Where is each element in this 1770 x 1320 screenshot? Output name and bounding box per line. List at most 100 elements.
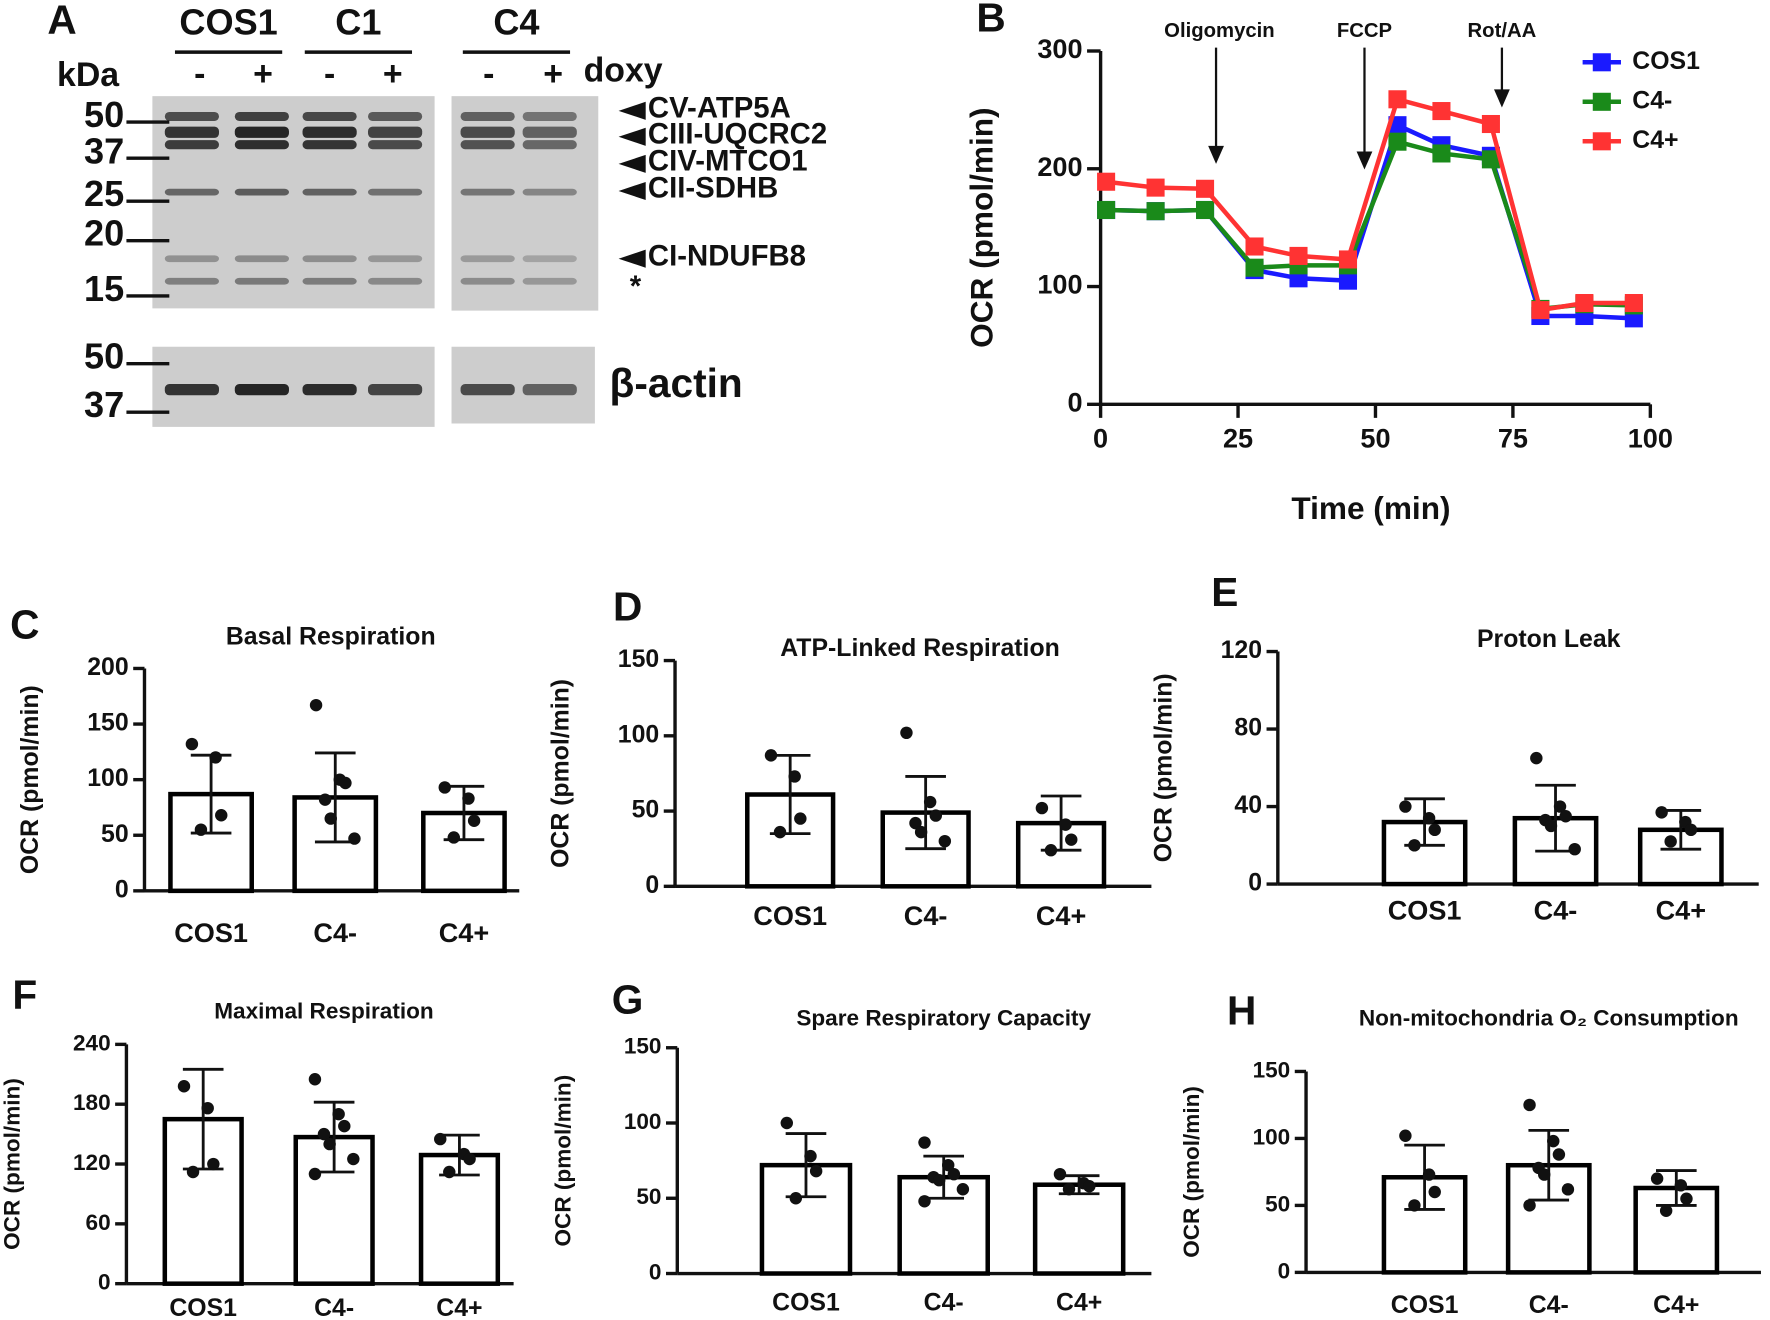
- band: [164, 111, 219, 121]
- panel-label: G: [612, 976, 644, 1022]
- y-tick-label: 80: [1234, 715, 1262, 742]
- y-tick-label: 100: [618, 721, 659, 748]
- y-axis-label: OCR (pmol/min): [548, 679, 575, 868]
- band: [302, 126, 357, 138]
- y-axis-label: OCR (pmol/min): [964, 107, 1000, 347]
- data-point: [773, 825, 787, 839]
- data-point: [1674, 1179, 1688, 1192]
- panel-label: A: [47, 0, 76, 43]
- legend-marker: [1592, 92, 1611, 111]
- legend-label: COS1: [1632, 48, 1700, 75]
- group-label: C4: [493, 2, 539, 43]
- band: [367, 111, 423, 121]
- x-tick-label: C4-: [1534, 894, 1578, 925]
- annotation: FCCP: [1337, 20, 1392, 42]
- arrowhead: [618, 249, 646, 268]
- legend-marker: [1592, 132, 1611, 151]
- data-point: [308, 1073, 322, 1086]
- y-tick-label: 150: [1253, 1057, 1291, 1082]
- band: [367, 255, 423, 263]
- y-tick-label: 50: [636, 1184, 661, 1209]
- data-point: [900, 726, 913, 740]
- x-tick-label: 25: [1223, 423, 1253, 454]
- lane-sign: +: [383, 55, 403, 93]
- band: [522, 140, 577, 150]
- series-line: [1106, 138, 1634, 312]
- marker-label: 50: [84, 336, 124, 377]
- data-point: [809, 1164, 823, 1178]
- data-point: [1523, 1199, 1536, 1212]
- band: [234, 140, 289, 150]
- data-point: [1146, 178, 1165, 197]
- data-point: [324, 812, 337, 825]
- band: [302, 111, 357, 121]
- band: [302, 255, 357, 263]
- data-point: [1338, 271, 1358, 290]
- y-tick-label: 100: [1037, 269, 1082, 300]
- band: [522, 126, 577, 138]
- y-axis-label: OCR (pmol/min): [1179, 1086, 1204, 1258]
- bar: [418, 1152, 501, 1286]
- y-tick-label: 50: [632, 797, 660, 824]
- y-tick-label: 0: [1067, 386, 1082, 417]
- y-tick-label: 120: [1221, 637, 1262, 664]
- x-tick-label: 50: [1360, 423, 1390, 454]
- band-label: CIII-UQCRC2: [648, 117, 827, 150]
- bar: [293, 1134, 375, 1286]
- data-point: [947, 1167, 961, 1181]
- y-tick-label: 100: [1253, 1124, 1291, 1149]
- data-point: [794, 812, 807, 825]
- chart-title: Basal Respiration: [226, 624, 436, 651]
- data-point: [1422, 811, 1436, 825]
- band: [234, 126, 289, 138]
- band: [164, 140, 219, 150]
- data-point: [1422, 1168, 1436, 1181]
- data-point: [1561, 1183, 1575, 1196]
- band: [522, 111, 577, 121]
- y-axis-label: OCR (pmol/min): [1151, 673, 1178, 862]
- band: [302, 384, 357, 396]
- annotation: Rot/AA: [1468, 20, 1537, 42]
- legend-label: C4-: [1632, 87, 1672, 114]
- band: [164, 126, 219, 138]
- x-tick-label: 75: [1498, 423, 1528, 454]
- band: [164, 188, 219, 196]
- data-point: [1659, 1204, 1673, 1217]
- x-tick-label: 0: [1093, 423, 1108, 454]
- data-point: [789, 1192, 803, 1205]
- data-point: [339, 776, 352, 790]
- data-point: [1428, 823, 1441, 837]
- panel-label: D: [613, 584, 642, 630]
- chart-title: ATP-Linked Respiration: [780, 635, 1060, 662]
- band-label: *: [630, 270, 642, 303]
- data-point: [1680, 1192, 1693, 1205]
- data-point: [1065, 833, 1078, 846]
- arrowhead: [618, 127, 646, 146]
- band: [367, 384, 423, 396]
- panel-label: E: [1211, 569, 1238, 615]
- data-point: [1059, 818, 1072, 831]
- data-point: [1575, 294, 1594, 313]
- data-point: [1552, 1148, 1566, 1161]
- data-point: [467, 814, 481, 828]
- y-tick-label: 100: [624, 1109, 662, 1134]
- data-point: [1245, 258, 1264, 277]
- y-tick-label: 0: [649, 1259, 662, 1284]
- band-label: CIV-MTCO1: [648, 145, 808, 178]
- data-point: [1624, 294, 1643, 313]
- data-point: [1664, 835, 1677, 848]
- data-point: [1053, 1167, 1067, 1181]
- band: [460, 277, 515, 285]
- marker-label: 50: [84, 94, 124, 135]
- data-point: [201, 1101, 214, 1115]
- data-point: [1568, 842, 1581, 856]
- data-point: [309, 698, 323, 712]
- data-point: [1428, 1185, 1441, 1199]
- data-point: [1388, 132, 1407, 151]
- data-point: [956, 1183, 970, 1196]
- data-point: [1399, 1129, 1412, 1142]
- data-point: [929, 809, 943, 822]
- data-point: [1432, 102, 1451, 121]
- y-tick-label: 200: [87, 654, 128, 681]
- data-point: [1035, 801, 1049, 815]
